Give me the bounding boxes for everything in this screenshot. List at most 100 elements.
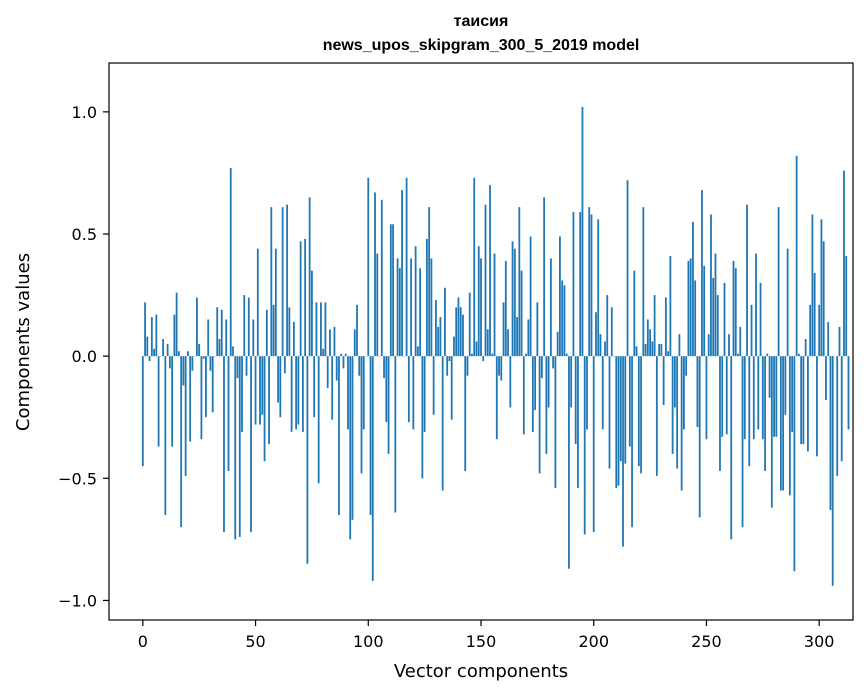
bar-13 <box>171 356 174 447</box>
bar-200 <box>592 356 595 533</box>
bar-104 <box>376 253 379 357</box>
bar-159 <box>500 356 503 381</box>
bar-93 <box>351 356 354 520</box>
bar-253 <box>712 277 715 357</box>
bar-145 <box>468 292 471 357</box>
bar-245 <box>694 280 697 357</box>
bar-43 <box>238 356 241 537</box>
bar-221 <box>640 356 642 474</box>
bar-188 <box>565 353 568 357</box>
bar-112 <box>394 356 397 513</box>
y-tick-label: 1.0 <box>72 103 97 122</box>
bar-2 <box>146 336 149 357</box>
bar-298 <box>813 273 816 357</box>
bar-175 <box>536 302 539 357</box>
bar-130 <box>435 299 437 357</box>
bar-229 <box>658 343 661 357</box>
bar-276 <box>764 356 766 471</box>
bar-240 <box>683 356 685 430</box>
bar-71 <box>301 356 304 432</box>
bar-161 <box>504 260 507 357</box>
bar-1 <box>144 302 146 357</box>
bar-247 <box>698 356 701 518</box>
bar-64 <box>286 204 289 357</box>
bar-72 <box>304 238 307 357</box>
bar-82 <box>326 356 329 388</box>
bar-177 <box>540 356 543 379</box>
bar-118 <box>407 356 410 423</box>
bar-108 <box>385 356 388 423</box>
y-axis-ticks: −1.0 −0.5 0.0 0.5 1.0 <box>58 103 109 610</box>
bar-83 <box>329 329 331 357</box>
bar-255 <box>716 295 719 357</box>
bar-63 <box>283 356 286 374</box>
bar-218 <box>633 270 636 357</box>
bar-15 <box>175 292 178 357</box>
bar-45 <box>243 295 246 357</box>
bar-128 <box>430 258 433 357</box>
x-axis-ticks: 0 50 100 150 200 250 300 <box>138 620 834 651</box>
bar-97 <box>360 356 363 474</box>
bar-133 <box>441 356 444 491</box>
bar-212 <box>619 356 622 462</box>
bar-22 <box>191 356 194 371</box>
bar-40 <box>232 346 234 357</box>
bar-138 <box>453 336 455 357</box>
bar-296 <box>809 304 812 357</box>
bar-252 <box>710 214 712 357</box>
bar-243 <box>689 258 692 357</box>
bar-127 <box>428 207 431 357</box>
bar-91 <box>347 356 349 430</box>
bar-285 <box>784 356 787 415</box>
bar-178 <box>543 197 546 357</box>
bar-149 <box>477 246 480 357</box>
bar-201 <box>595 312 597 357</box>
bar-222 <box>642 207 645 357</box>
bar-213 <box>622 356 624 547</box>
bar-165 <box>513 248 516 357</box>
bar-143 <box>464 356 467 471</box>
bar-256 <box>719 356 721 471</box>
bar-185 <box>559 236 561 357</box>
bar-216 <box>628 356 631 447</box>
bar-174 <box>534 356 537 410</box>
y-tick-label: −0.5 <box>58 469 97 488</box>
bar-173 <box>531 356 534 432</box>
bar-282 <box>777 207 780 357</box>
bar-289 <box>793 356 796 572</box>
bar-139 <box>455 307 458 357</box>
bar-167 <box>518 207 521 357</box>
bar-144 <box>466 356 469 376</box>
plot-frame <box>108 62 854 621</box>
bar-109 <box>387 356 390 454</box>
bar-228 <box>655 356 658 476</box>
bar-313 <box>847 356 850 430</box>
bar-258 <box>723 282 726 357</box>
bar-29 <box>207 319 210 357</box>
bar-88 <box>340 353 343 357</box>
bar-170 <box>525 353 527 357</box>
bar-86 <box>335 356 338 381</box>
x-tick-label: 250 <box>691 632 722 651</box>
bar-236 <box>673 356 676 408</box>
bar-160 <box>502 302 505 357</box>
bar-184 <box>556 331 559 357</box>
bar-154 <box>489 185 491 357</box>
bar-267 <box>743 356 746 440</box>
x-tick-label: 0 <box>138 632 148 651</box>
bar-25 <box>198 343 201 357</box>
bar-193 <box>577 356 579 489</box>
bar-3 <box>148 356 151 362</box>
bar-190 <box>570 356 573 408</box>
y-tick-label: 0.5 <box>72 225 97 244</box>
bar-220 <box>637 356 640 467</box>
bar-302 <box>822 241 825 357</box>
bar-34 <box>218 339 221 357</box>
bar-300 <box>818 304 821 357</box>
bar-20 <box>187 351 189 357</box>
bar-308 <box>836 356 839 476</box>
bar-60 <box>277 356 279 403</box>
bar-35 <box>220 309 223 357</box>
bar-192 <box>574 356 577 445</box>
